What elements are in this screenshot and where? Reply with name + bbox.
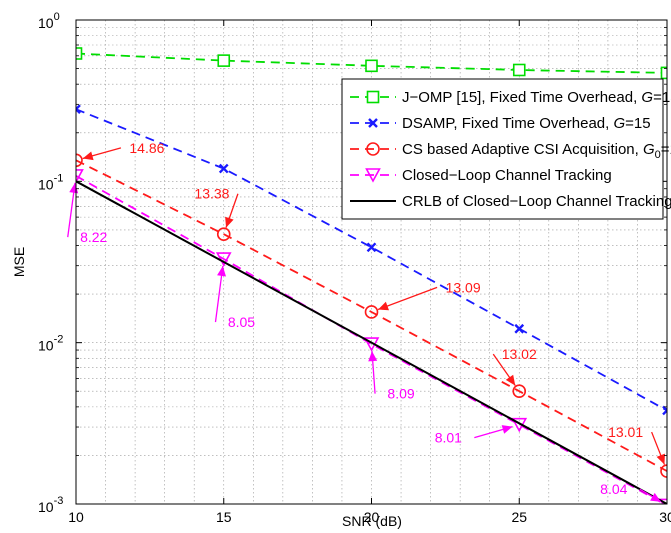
data-point-series-0 <box>76 47 83 60</box>
data-point-series-3 <box>215 252 232 267</box>
annotation-arrow-head <box>368 351 378 362</box>
series-line-4 <box>76 180 667 504</box>
data-point-series-3 <box>76 169 84 184</box>
legend-text-rest: =13 <box>661 141 671 158</box>
legend-label-1: DSAMP, Fixed Time Overhead, G=15 <box>402 115 651 132</box>
series-line-1 <box>76 108 667 412</box>
legend-text-italic: G <box>613 115 625 132</box>
legend-label-4: CRLB of Closed−Loop Channel Tracking <box>402 193 671 210</box>
x-tick-label: 25 <box>511 509 527 525</box>
series-line-2 <box>76 159 667 472</box>
legend-text-italic: G <box>641 89 653 106</box>
annotation-label: 8.04 <box>600 481 627 497</box>
data-point-series-1 <box>662 405 667 416</box>
annotation-label: 13.02 <box>502 346 537 362</box>
data-point-series-0 <box>365 59 378 73</box>
legend-text: Closed−Loop Channel Tracking <box>402 167 612 184</box>
legend-text: CS based Adaptive CSI Acquisition, <box>402 141 643 158</box>
data-point-series-0 <box>217 54 231 67</box>
data-point-series-1 <box>514 323 525 334</box>
annotation-label: 13.38 <box>194 186 229 202</box>
y-tick-exponent: -1 <box>54 172 64 184</box>
annotation-arrow-head <box>650 492 661 502</box>
legend-text-subscript: 0 <box>655 149 661 161</box>
y-axis-label: MSE <box>11 247 27 277</box>
data-point-series-1 <box>76 104 81 115</box>
annotation-arrow-head <box>501 425 513 434</box>
legend-marker-1 <box>368 118 378 128</box>
legend-text-rest: =15 <box>653 89 671 106</box>
legend: J−OMP [15], Fixed Time Overhead, G=15DSA… <box>341 78 671 220</box>
annotation-arrow-head <box>225 216 234 228</box>
annotation-arrow-line <box>377 286 438 311</box>
legend-text-italic: G <box>643 141 655 158</box>
annotation-arrow-head <box>217 265 226 277</box>
annotation-layer: 14.86 13.38 13.09 13.02 13.01 8.22 8.05 8.09 8.0… <box>67 140 666 503</box>
data-point-series-2 <box>512 384 527 399</box>
x-tick-label: 10 <box>68 509 84 525</box>
data-point-series-2 <box>76 153 83 168</box>
y-tick-base: 10 <box>38 15 54 31</box>
legend-text-rest: =15 <box>625 115 650 132</box>
series-layer <box>76 47 667 504</box>
y-tick-exponent: 0 <box>54 11 60 23</box>
y-tick-base: 10 <box>38 499 54 515</box>
annotation-label: 8.01 <box>435 430 462 446</box>
annotation-label: 14.86 <box>129 140 164 156</box>
y-tick-exponent: -3 <box>54 495 64 507</box>
y-tick-label: 10-1 <box>38 172 63 192</box>
y-tick-label: 10-3 <box>38 495 63 515</box>
legend-text: J−OMP [15], Fixed Time Overhead, <box>402 89 641 106</box>
annotation-label: 13.01 <box>608 424 643 440</box>
annotation-arrow-head <box>82 151 94 161</box>
legend-marker-0 <box>366 90 380 104</box>
y-tick-base: 10 <box>38 338 54 354</box>
data-point-series-2 <box>660 464 667 478</box>
legend-label-0: J−OMP [15], Fixed Time Overhead, G=15 <box>402 89 671 106</box>
data-point-series-0 <box>512 63 526 77</box>
y-tick-label: 10-2 <box>38 334 63 354</box>
data-point-series-2 <box>364 305 379 319</box>
x-tick-label: 15 <box>216 509 232 525</box>
annotation-arrow-head <box>378 301 389 311</box>
series-line-3 <box>76 175 667 504</box>
data-point-series-2 <box>216 227 231 242</box>
series-line-0 <box>76 52 667 74</box>
legend-label-3: Closed−Loop Channel Tracking <box>402 167 612 184</box>
annotation-arrow-head <box>656 453 665 465</box>
legend-marker-2 <box>366 142 380 156</box>
x-axis-label: SNR (dB) <box>342 513 402 529</box>
annotation-label: 8.09 <box>387 386 414 402</box>
legend-label-2: CS based Adaptive CSI Acquisition, G0=13 <box>402 141 671 161</box>
legend-text: CRLB of Closed−Loop Channel Tracking <box>402 193 671 210</box>
annotation-arrow-head <box>505 374 516 386</box>
data-point-series-1 <box>366 242 377 253</box>
annotation-label: 8.05 <box>228 314 255 330</box>
annotation-label: 13.09 <box>446 279 481 295</box>
data-point-series-0 <box>660 66 667 80</box>
y-tick-base: 10 <box>38 176 54 192</box>
legend-text: DSAMP, Fixed Time Overhead, <box>402 115 613 132</box>
annotation-label: 8.22 <box>80 229 107 245</box>
y-tick-label: 100 <box>38 11 60 31</box>
x-tick-label: 20 <box>364 509 380 525</box>
y-tick-exponent: -2 <box>54 334 64 346</box>
legend-marker-3 <box>365 168 381 183</box>
x-tick-label: 30 <box>659 509 671 525</box>
data-point-series-1 <box>218 163 229 174</box>
